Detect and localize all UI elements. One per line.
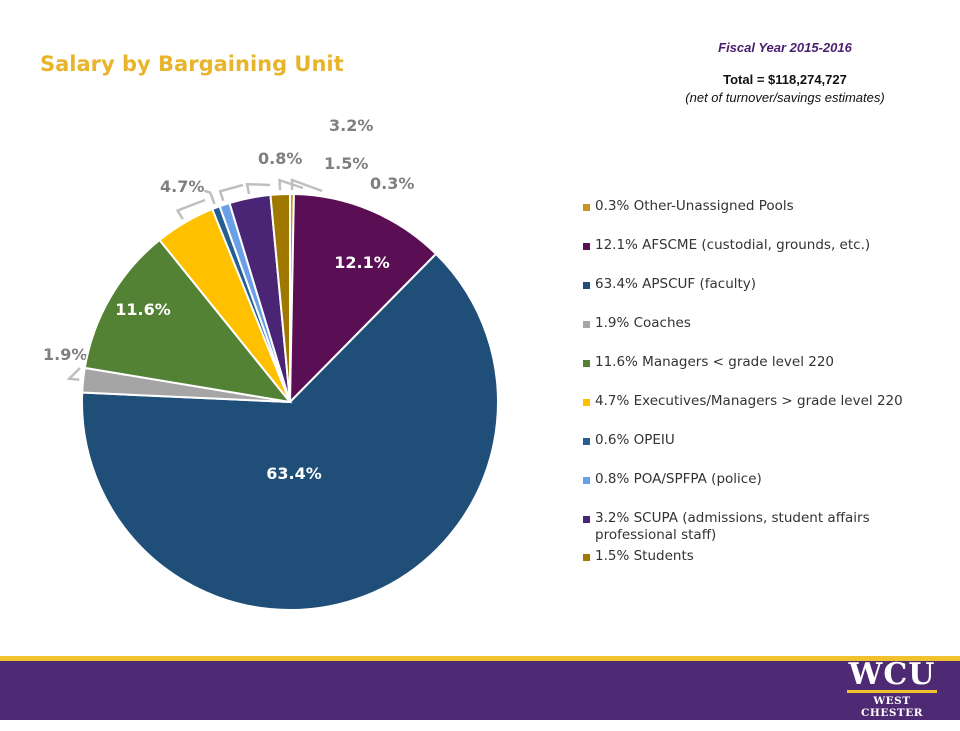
- data-label: 4.7%: [160, 177, 204, 196]
- legend-label: 1.5% Students: [595, 548, 694, 564]
- data-label: 0.3%: [370, 174, 414, 193]
- data-label: 1.5%: [324, 154, 368, 173]
- footer-purple-band: [0, 661, 960, 720]
- legend-label: 11.6% Managers < grade level 220: [595, 354, 834, 370]
- legend-item: 0.3% Other-Unassigned Pools: [583, 198, 943, 215]
- net-note: (net of turnover/savings estimates): [685, 90, 885, 105]
- legend-label: 1.9% Coaches: [595, 315, 691, 331]
- legend-swatch: [583, 516, 590, 523]
- data-label: 1.9%: [43, 345, 87, 364]
- legend-label: 0.3% Other-Unassigned Pools: [595, 198, 794, 214]
- legend-item: 4.7% Executives/Managers > grade level 2…: [583, 393, 943, 410]
- legend-item: 0.8% POA/SPFPA (police): [583, 471, 943, 488]
- page-title: Salary by Bargaining Unit: [40, 52, 344, 76]
- data-label: 12.1%: [334, 253, 390, 272]
- legend-label: 4.7% Executives/Managers > grade level 2…: [595, 393, 903, 409]
- legend-swatch: [583, 204, 590, 211]
- pie-slice-apscuf: [81, 252, 499, 611]
- data-label: 0.8%: [258, 149, 302, 168]
- leader-line: [245, 182, 271, 195]
- legend-item: 1.9% Coaches: [583, 315, 943, 332]
- legend-swatch: [583, 321, 590, 328]
- legend-swatch: [583, 243, 590, 250]
- pie-slice-managers: [83, 238, 293, 404]
- legend-swatch: [583, 477, 590, 484]
- legend-item: 63.4% APSCUF (faculty): [583, 276, 943, 293]
- leader-line: [278, 178, 304, 191]
- leader-line: [66, 367, 81, 381]
- legend-label: 12.1% AFSCME (custodial, grounds, etc.): [595, 237, 871, 253]
- legend-item: 1.5% Students: [583, 548, 943, 565]
- footer-gold-band: [0, 656, 960, 661]
- legend-item: 0.6% OPEIU: [583, 432, 943, 449]
- leader-line: [290, 178, 323, 193]
- fiscal-year-label: Fiscal Year 2015-2016: [718, 40, 852, 55]
- pie-slice-students: [269, 192, 291, 403]
- leader-line: [203, 189, 216, 205]
- logo-wcu-text: WCU: [846, 657, 938, 693]
- total-label: Total = $118,274,727: [723, 72, 847, 87]
- data-label: 3.2%: [329, 116, 373, 135]
- leader-line: [218, 183, 244, 202]
- data-label: 11.6%: [115, 300, 171, 319]
- pie-slice-afscme: [288, 193, 438, 405]
- legend-label: 0.8% POA/SPFPA (police): [595, 471, 762, 487]
- legend-item: 11.6% Managers < grade level 220: [583, 354, 943, 371]
- legend-swatch: [583, 438, 590, 445]
- legend-label: 63.4% APSCUF (faculty): [595, 276, 757, 292]
- legend-item: 12.1% AFSCME (custodial, grounds, etc.): [583, 237, 943, 254]
- wcu-logo: WCU WEST CHESTER UNIVERSITY: [842, 660, 942, 731]
- data-label: 63.4%: [266, 464, 322, 483]
- legend-swatch: [583, 282, 590, 289]
- legend-swatch: [583, 360, 590, 367]
- legend-swatch: [583, 399, 590, 406]
- logo-line2: UNIVERSITY: [842, 719, 944, 731]
- legend-label: 3.2% SCUPA (admissions, student affairs …: [595, 510, 870, 543]
- legend-label: 0.6% OPEIU: [595, 432, 675, 448]
- legend-swatch: [583, 554, 590, 561]
- leader-line: [175, 198, 206, 220]
- chart-legend: 0.3% Other-Unassigned Pools 12.1% AFSCME …: [583, 198, 943, 587]
- logo-line1: WEST CHESTER: [861, 695, 923, 719]
- legend-item: 3.2% SCUPA (admissions, student affairs …: [583, 510, 943, 544]
